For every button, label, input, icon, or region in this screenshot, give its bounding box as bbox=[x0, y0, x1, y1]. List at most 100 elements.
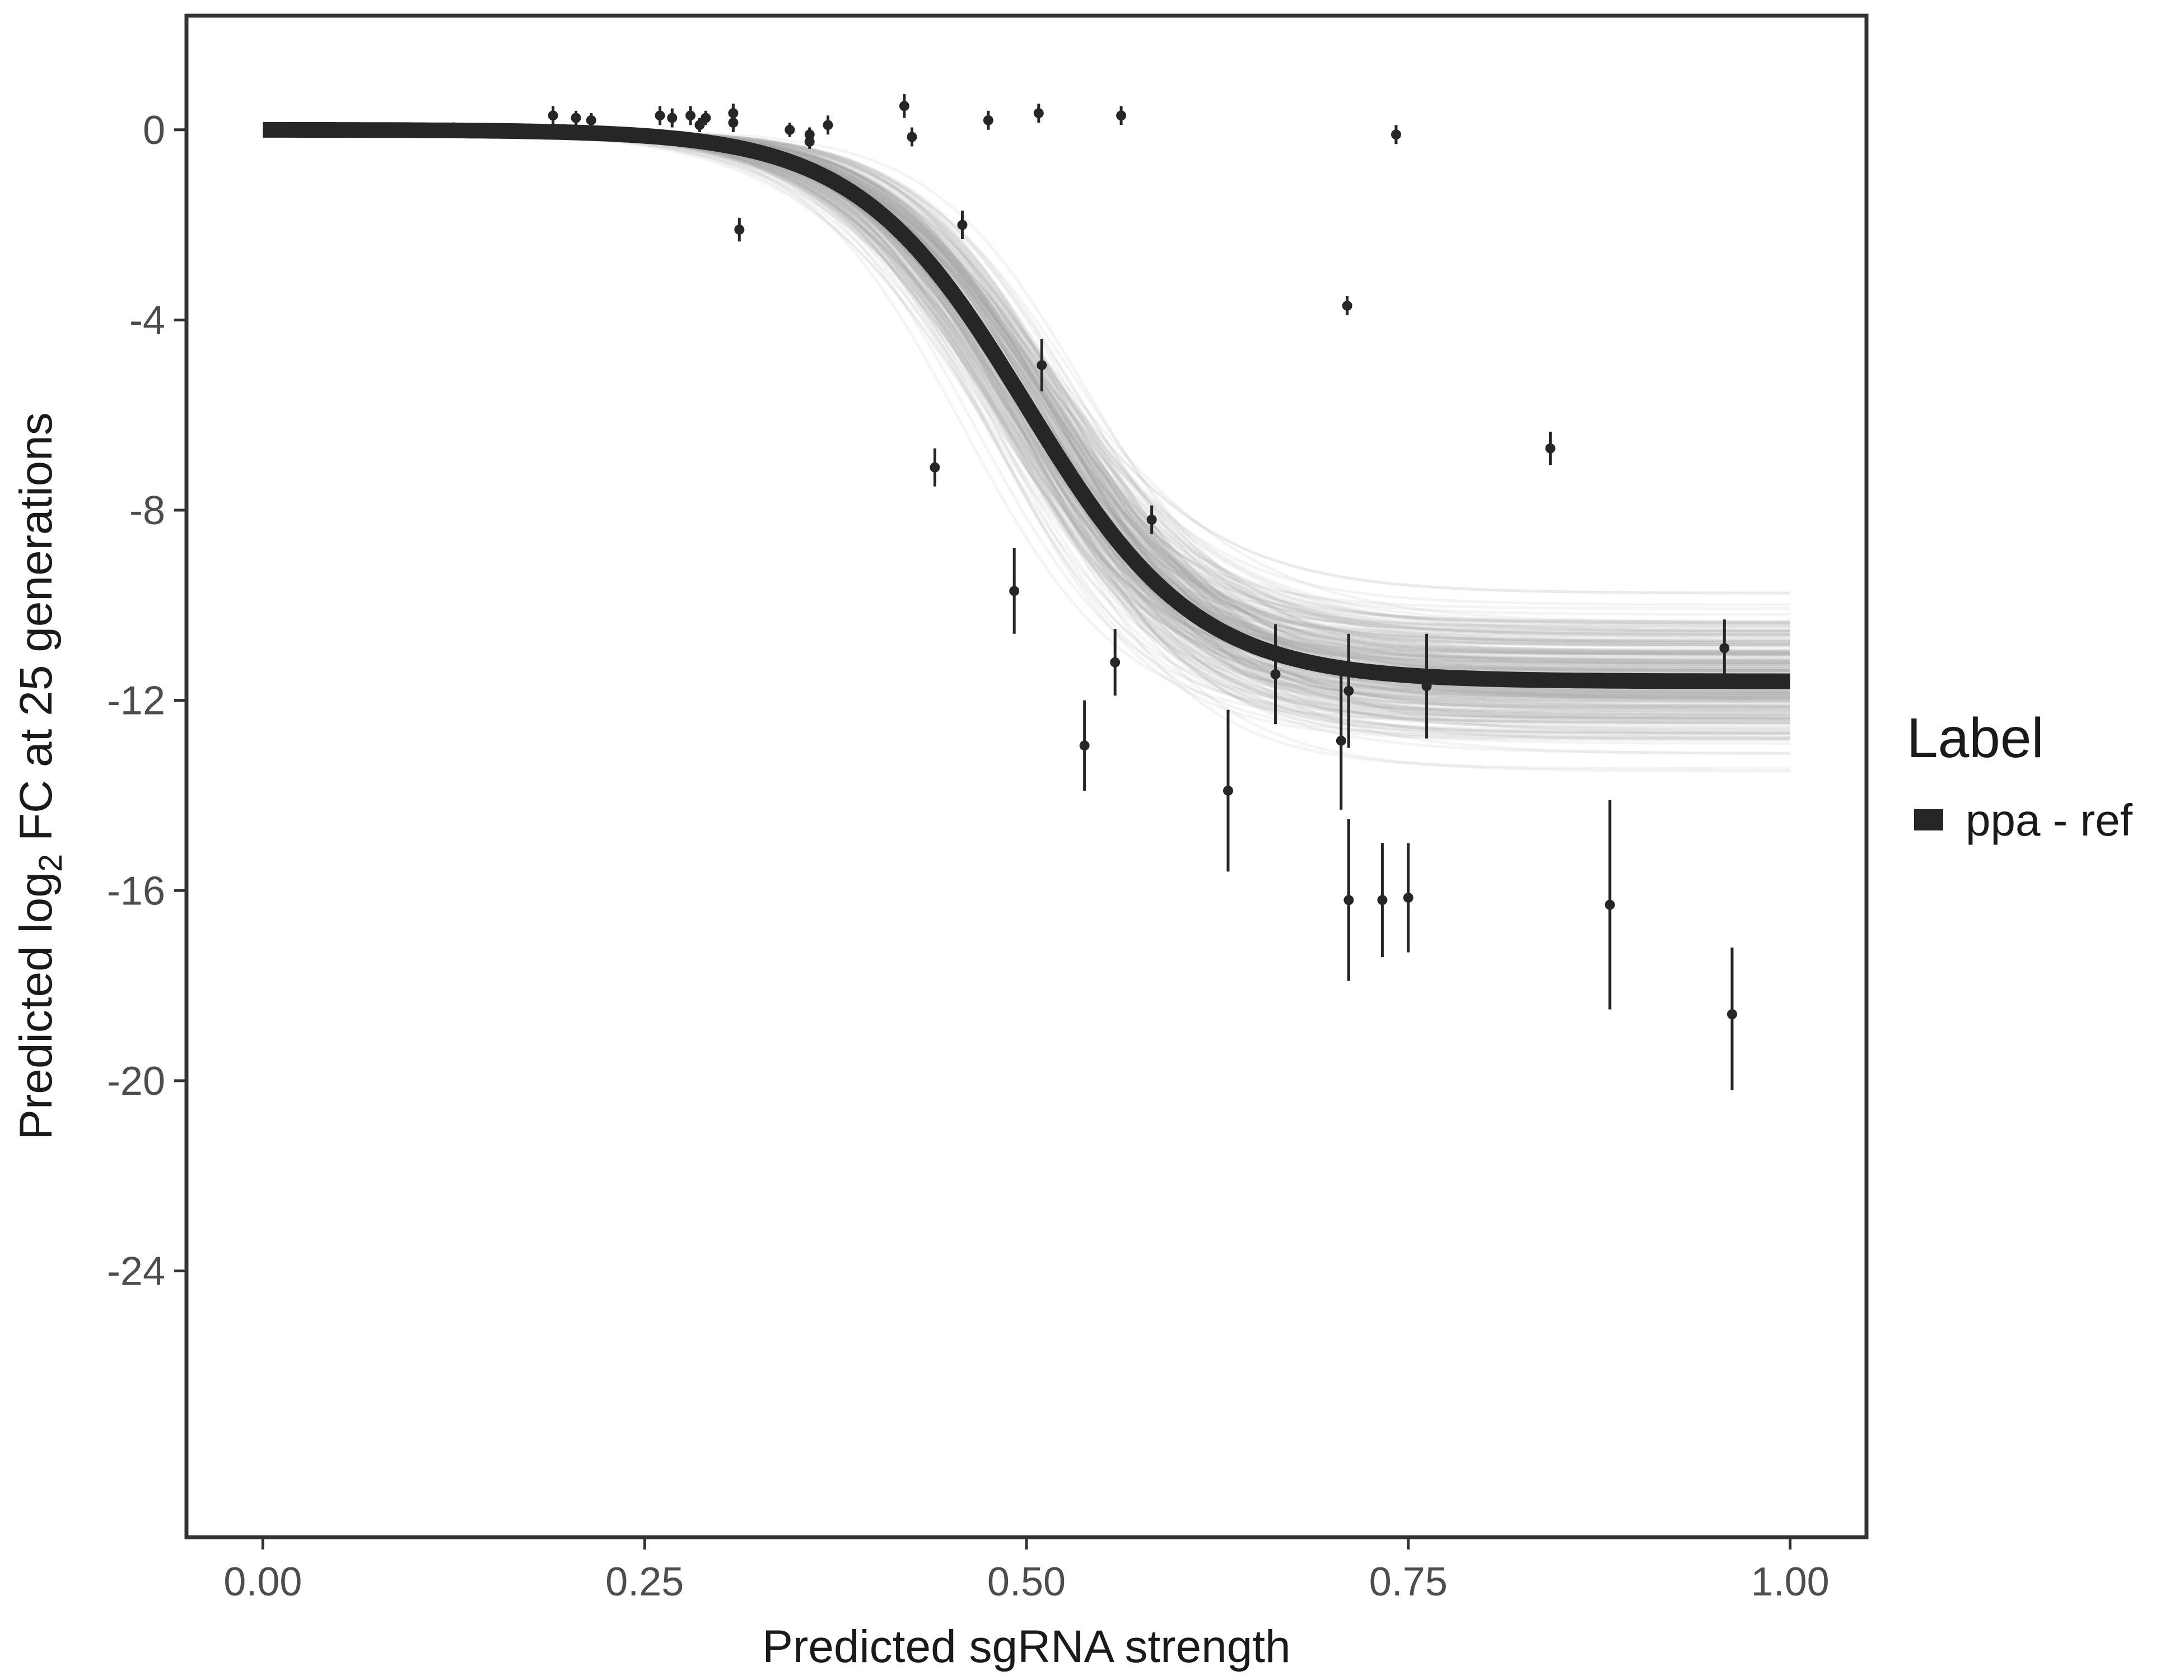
legend-key-ppa-ref bbox=[1914, 809, 1943, 830]
point-marker bbox=[734, 225, 745, 235]
y-tick-label: -12 bbox=[107, 679, 165, 724]
point-marker bbox=[667, 113, 678, 123]
point-marker bbox=[1009, 586, 1020, 596]
data-point bbox=[930, 448, 940, 487]
data-point bbox=[1009, 548, 1020, 634]
data-point bbox=[1116, 106, 1127, 125]
x-tick-label: 1.00 bbox=[1751, 1560, 1830, 1604]
data-points bbox=[449, 94, 1737, 1090]
x-axis-title: Predicted sgRNA strength bbox=[762, 1621, 1290, 1672]
fit-curve-layer bbox=[263, 122, 1790, 689]
point-marker bbox=[449, 122, 459, 133]
y-axis: 0 -4 -8 -12 -16 -20 -24 bbox=[107, 108, 186, 1294]
data-point bbox=[1037, 339, 1047, 391]
point-marker bbox=[823, 120, 833, 130]
data-point bbox=[1727, 948, 1737, 1090]
point-marker bbox=[785, 124, 795, 135]
data-point bbox=[1079, 700, 1090, 791]
data-point bbox=[1403, 843, 1413, 953]
x-axis: 0.00 0.25 0.50 0.75 1.00 bbox=[223, 1537, 1830, 1604]
x-tick-label: 0.25 bbox=[605, 1560, 684, 1604]
data-point bbox=[449, 122, 459, 133]
y-tick-label: -8 bbox=[129, 488, 165, 533]
data-point bbox=[983, 110, 993, 130]
data-point bbox=[1377, 843, 1388, 958]
data-point bbox=[1342, 296, 1352, 315]
point-marker bbox=[701, 113, 711, 123]
y-tick-label: -20 bbox=[107, 1059, 165, 1104]
point-marker bbox=[655, 110, 665, 121]
fit-curve-ppa-ref bbox=[263, 122, 1790, 689]
y-tick-label: -16 bbox=[107, 869, 165, 913]
data-point bbox=[1545, 431, 1556, 465]
y-tick-label: 0 bbox=[143, 108, 165, 153]
point-marker bbox=[1037, 360, 1047, 371]
data-point bbox=[1343, 819, 1354, 981]
point-marker bbox=[1343, 895, 1354, 906]
point-marker bbox=[983, 115, 993, 125]
data-point bbox=[728, 113, 739, 133]
legend-title: Label bbox=[1907, 707, 2044, 769]
data-point bbox=[907, 127, 917, 147]
point-marker bbox=[930, 462, 940, 473]
point-marker bbox=[1342, 300, 1352, 311]
data-point bbox=[701, 110, 711, 125]
data-point bbox=[957, 211, 968, 240]
x-tick-label: 0.75 bbox=[1369, 1560, 1448, 1604]
point-marker bbox=[1146, 515, 1157, 525]
point-marker bbox=[1545, 443, 1556, 454]
point-marker bbox=[1377, 895, 1388, 906]
data-point bbox=[804, 134, 815, 149]
data-point bbox=[785, 123, 795, 137]
point-marker bbox=[1343, 685, 1354, 696]
data-point bbox=[685, 106, 696, 125]
legend-label-ppa-ref: ppa - ref bbox=[1966, 795, 2133, 845]
point-marker bbox=[1727, 1009, 1737, 1020]
data-point bbox=[1270, 624, 1281, 725]
x-tick-label: 0.00 bbox=[223, 1560, 302, 1604]
data-point bbox=[1110, 629, 1121, 696]
point-marker bbox=[685, 110, 696, 121]
point-marker bbox=[694, 120, 705, 130]
point-marker bbox=[1336, 735, 1346, 746]
point-marker bbox=[1116, 110, 1127, 121]
point-marker bbox=[1270, 669, 1281, 679]
data-point bbox=[1146, 505, 1157, 534]
data-point bbox=[899, 94, 909, 118]
point-marker bbox=[1421, 681, 1432, 692]
point-marker bbox=[571, 113, 581, 123]
point-marker bbox=[728, 118, 739, 128]
y-tick-label: -24 bbox=[107, 1249, 165, 1294]
legend: Label ppa - ref bbox=[1907, 707, 2133, 845]
data-point bbox=[694, 118, 705, 133]
point-marker bbox=[804, 137, 815, 147]
data-point bbox=[734, 217, 745, 242]
point-marker bbox=[899, 101, 909, 111]
point-marker bbox=[1223, 785, 1233, 796]
point-marker bbox=[1391, 129, 1401, 140]
point-marker bbox=[907, 132, 917, 142]
data-point bbox=[1421, 633, 1432, 739]
y-tick-label: -4 bbox=[129, 298, 165, 343]
data-point bbox=[571, 110, 581, 125]
point-marker bbox=[1403, 893, 1413, 903]
data-point bbox=[1604, 800, 1615, 1010]
point-marker bbox=[1719, 643, 1730, 654]
point-marker bbox=[1079, 740, 1090, 751]
x-tick-label: 0.50 bbox=[987, 1560, 1066, 1604]
point-marker bbox=[586, 115, 596, 125]
data-point bbox=[548, 106, 558, 125]
point-marker bbox=[1033, 108, 1044, 119]
data-point bbox=[667, 108, 678, 128]
data-point bbox=[1343, 633, 1354, 748]
point-marker bbox=[1110, 657, 1121, 668]
point-marker bbox=[1604, 899, 1615, 910]
data-point bbox=[1033, 104, 1044, 123]
data-point bbox=[823, 115, 833, 135]
point-marker bbox=[548, 110, 558, 121]
data-point bbox=[1391, 125, 1401, 144]
data-point bbox=[586, 113, 596, 128]
data-point bbox=[1223, 710, 1233, 872]
